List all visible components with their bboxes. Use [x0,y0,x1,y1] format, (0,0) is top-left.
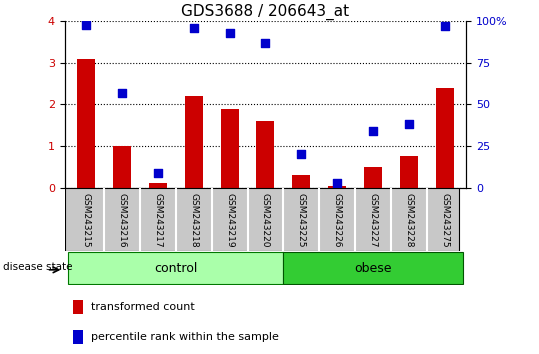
Text: percentile rank within the sample: percentile rank within the sample [91,332,279,342]
Text: GSM243219: GSM243219 [225,193,234,247]
Point [154,170,162,176]
Text: GSM243216: GSM243216 [118,193,127,247]
Bar [436,88,454,188]
Bar [149,183,167,188]
Point [225,30,234,36]
Text: GSM243227: GSM243227 [369,193,377,247]
Point [82,22,91,27]
Text: GSM243226: GSM243226 [333,193,342,247]
Point [440,23,449,29]
Bar [400,156,418,188]
Bar [73,301,83,314]
Text: GSM243275: GSM243275 [440,193,449,247]
Point [261,40,270,46]
Text: GSM243220: GSM243220 [261,193,270,247]
Text: control: control [154,262,197,275]
Text: GSM243217: GSM243217 [154,193,162,247]
Text: GSM243228: GSM243228 [404,193,413,247]
Point [189,25,198,31]
Bar [364,167,382,188]
Bar [257,121,274,188]
Bar [113,146,131,188]
Point [369,128,377,134]
Bar [328,185,346,188]
Bar [292,175,310,188]
Bar [73,330,83,344]
Point [118,90,126,96]
Point [297,152,306,157]
Text: transformed count: transformed count [91,302,195,313]
Bar [220,109,239,188]
Text: GSM243215: GSM243215 [82,193,91,247]
Text: disease state: disease state [3,262,72,272]
Text: GSM243218: GSM243218 [189,193,198,247]
Text: obese: obese [354,262,392,275]
Title: GDS3688 / 206643_at: GDS3688 / 206643_at [182,4,349,20]
Bar [68,252,284,284]
Bar [77,59,95,188]
Bar [284,252,462,284]
Text: GSM243225: GSM243225 [297,193,306,247]
Bar [185,96,203,188]
Point [405,121,413,127]
Point [333,180,342,185]
